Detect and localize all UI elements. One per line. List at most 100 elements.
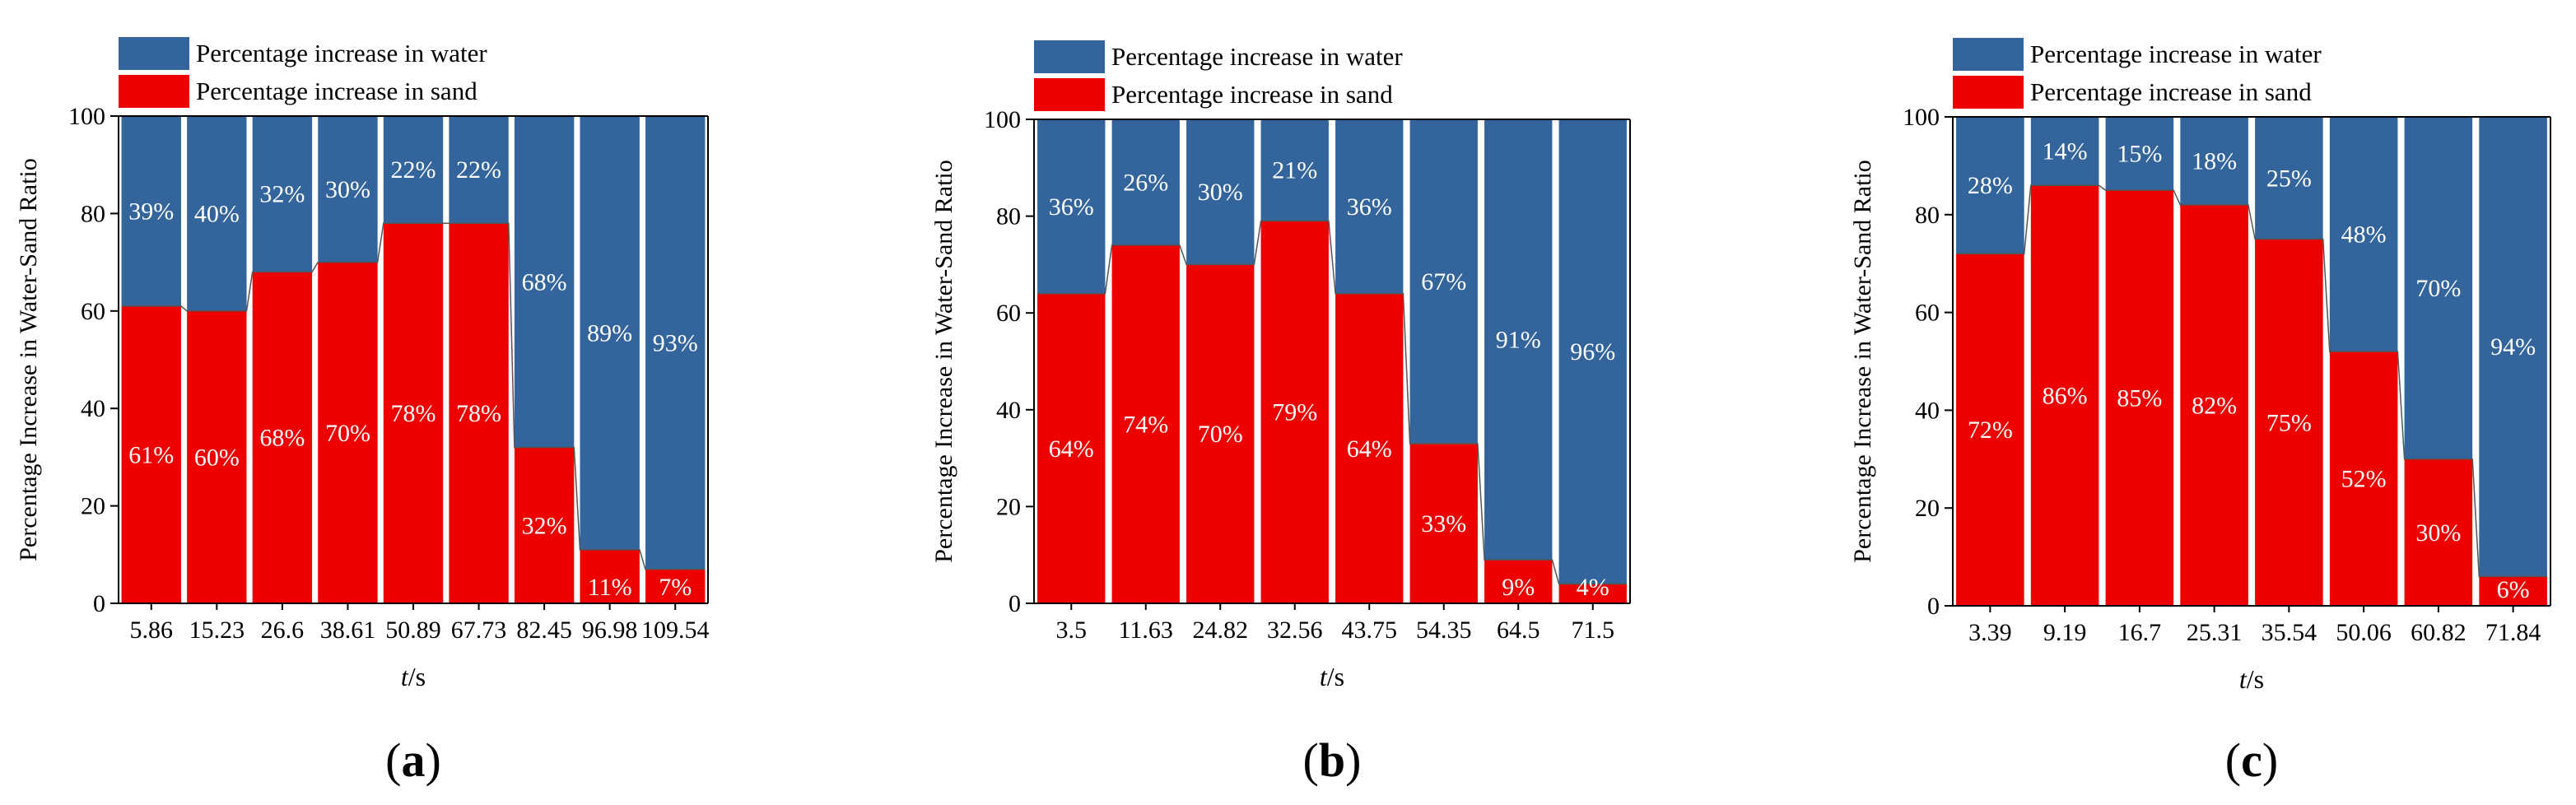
data-label-water-24.82: 30% xyxy=(1198,179,1243,206)
legend-label-sand: Percentage increase in sand xyxy=(2030,77,2312,106)
data-label-water-64.5: 91% xyxy=(1496,327,1541,354)
legend-label-sand: Percentage increase in sand xyxy=(1111,80,1393,109)
data-label-water-5.86: 39% xyxy=(128,198,174,225)
chart-panel-a: 61% 39% 60% 40% 68% 32% 70% 30% 78% 22% 78% 22% 32% 6… xyxy=(15,37,709,787)
panel-label-open: ( xyxy=(385,733,401,787)
bar-sand-54.35 xyxy=(1409,443,1478,603)
legend-swatch-sand xyxy=(1953,76,2024,109)
bar-water-9.19 xyxy=(2030,117,2099,186)
x-tick-label-5.86: 5.86 xyxy=(130,617,174,644)
legend-swatch-water xyxy=(1034,40,1105,73)
data-label-sand-71.5: 4% xyxy=(1577,574,1609,601)
bar-sand-109.54 xyxy=(645,569,706,603)
chart-panel-c: 72% 28% 86% 14% 85% 15% 82% 18% 75% 25% 52% 48% 30% 7… xyxy=(1849,38,2551,787)
panel-label-letter: c xyxy=(2241,733,2262,787)
panel-label: (a) xyxy=(385,733,441,787)
data-label-sand-38.61: 70% xyxy=(325,420,370,447)
data-label-water-16.7: 15% xyxy=(2117,141,2162,168)
x-axis-title-unit: /s xyxy=(2247,664,2264,694)
y-tick-label-100: 100 xyxy=(1903,104,1940,131)
x-axis-title-unit: /s xyxy=(1327,662,1344,691)
data-label-sand-9.19: 86% xyxy=(2043,383,2088,410)
y-tick-label-0: 0 xyxy=(93,590,105,617)
data-label-water-82.45: 68% xyxy=(522,268,567,295)
bar-sand-11.63 xyxy=(1111,244,1180,603)
data-label-water-50.89: 22% xyxy=(391,156,436,184)
y-tick-label-100: 100 xyxy=(68,103,105,130)
bar-sand-50.89 xyxy=(383,223,444,603)
x-tick-label-26.6: 26.6 xyxy=(261,617,305,644)
data-label-water-96.98: 89% xyxy=(587,319,632,347)
legend-swatch-sand xyxy=(1034,78,1105,111)
data-label-water-35.54: 25% xyxy=(2266,165,2312,192)
bar-sand-32.56 xyxy=(1260,221,1329,603)
data-label-sand-26.6: 68% xyxy=(259,425,305,452)
bar-sand-35.54 xyxy=(2255,239,2323,606)
bar-water-11.63 xyxy=(1111,119,1180,245)
data-label-sand-25.31: 82% xyxy=(2192,392,2237,419)
bar-water-24.82 xyxy=(1186,119,1255,265)
data-label-sand-35.54: 75% xyxy=(2266,409,2312,436)
panel-label-close: ) xyxy=(426,733,441,787)
y-tick-label-40: 40 xyxy=(1915,397,1940,424)
data-label-sand-43.75: 64% xyxy=(1347,435,1392,463)
x-tick-label-38.61: 38.61 xyxy=(320,617,376,644)
bar-water-54.35 xyxy=(1409,119,1478,444)
y-tick-label-80: 80 xyxy=(996,203,1021,230)
legend-label-water: Percentage increase in water xyxy=(1111,42,1403,71)
bar-water-60.82 xyxy=(2404,117,2473,459)
data-label-water-50.06: 48% xyxy=(2341,221,2387,249)
bar-sand-16.7 xyxy=(2105,190,2174,606)
bar-sand-26.6 xyxy=(252,272,313,603)
data-label-water-32.56: 21% xyxy=(1272,157,1317,184)
y-axis-title: Percentage Increase in Water-Sand Ratio xyxy=(930,160,957,563)
data-label-sand-15.23: 60% xyxy=(194,444,240,471)
bar-sand-64.5 xyxy=(1484,560,1553,603)
x-tick-label-11.63: 11.63 xyxy=(1119,617,1173,644)
legend-label-water: Percentage increase in water xyxy=(2030,40,2322,68)
y-tick-label-40: 40 xyxy=(996,397,1021,424)
bar-water-64.5 xyxy=(1484,119,1553,561)
bar-sand-3.5 xyxy=(1037,293,1106,603)
bar-water-67.73 xyxy=(449,116,509,224)
data-label-sand-3.5: 64% xyxy=(1049,435,1094,463)
bar-water-26.6 xyxy=(252,116,313,272)
bar-sand-9.19 xyxy=(2030,185,2099,606)
bar-water-43.75 xyxy=(1335,119,1404,294)
x-tick-label-3.39: 3.39 xyxy=(1968,619,2012,646)
data-label-sand-3.39: 72% xyxy=(1968,416,2013,444)
data-label-sand-24.82: 70% xyxy=(1198,421,1243,448)
data-label-sand-96.98: 11% xyxy=(588,574,632,601)
x-axis-title: t/s xyxy=(1320,662,1344,691)
x-axis-title-unit: /s xyxy=(408,662,426,691)
panel-label-close: ) xyxy=(2262,733,2278,787)
x-tick-label-71.5: 71.5 xyxy=(1572,617,1615,644)
panel-label-open: ( xyxy=(1303,733,1319,787)
x-tick-label-109.54: 109.54 xyxy=(641,617,710,644)
bar-water-16.7 xyxy=(2105,117,2174,191)
y-axis-title: Percentage Increase in Water-Sand Ratio xyxy=(1849,160,1876,563)
data-label-water-43.75: 36% xyxy=(1347,193,1392,221)
bar-sand-25.31 xyxy=(2180,204,2248,607)
bar-water-38.61 xyxy=(318,116,378,263)
x-tick-label-3.5: 3.5 xyxy=(1056,617,1088,644)
x-tick-label-50.89: 50.89 xyxy=(385,617,441,644)
bar-water-5.86 xyxy=(121,116,181,306)
data-label-sand-5.86: 61% xyxy=(128,441,174,468)
x-tick-label-16.7: 16.7 xyxy=(2118,619,2162,646)
sand-connector-line xyxy=(1037,220,1627,585)
legend-label-sand: Percentage increase in sand xyxy=(196,77,477,105)
legend-label-water: Percentage increase in water xyxy=(196,39,487,67)
y-tick-label-20: 20 xyxy=(1915,495,1940,522)
bar-sand-67.73 xyxy=(449,223,509,603)
x-tick-label-67.73: 67.73 xyxy=(451,617,507,644)
data-label-sand-32.56: 79% xyxy=(1272,399,1317,426)
chart-panel-b: 64% 36% 74% 26% 70% 30% 79% 21% 64% 36% 33% 67% 9% 91… xyxy=(930,40,1631,787)
x-tick-label-60.82: 60.82 xyxy=(2411,619,2467,646)
legend-swatch-water xyxy=(119,37,189,70)
y-tick-label-60: 60 xyxy=(996,300,1021,327)
bar-water-109.54 xyxy=(645,116,706,570)
legend-swatch-water xyxy=(1953,38,2024,71)
y-tick-label-40: 40 xyxy=(81,395,105,422)
